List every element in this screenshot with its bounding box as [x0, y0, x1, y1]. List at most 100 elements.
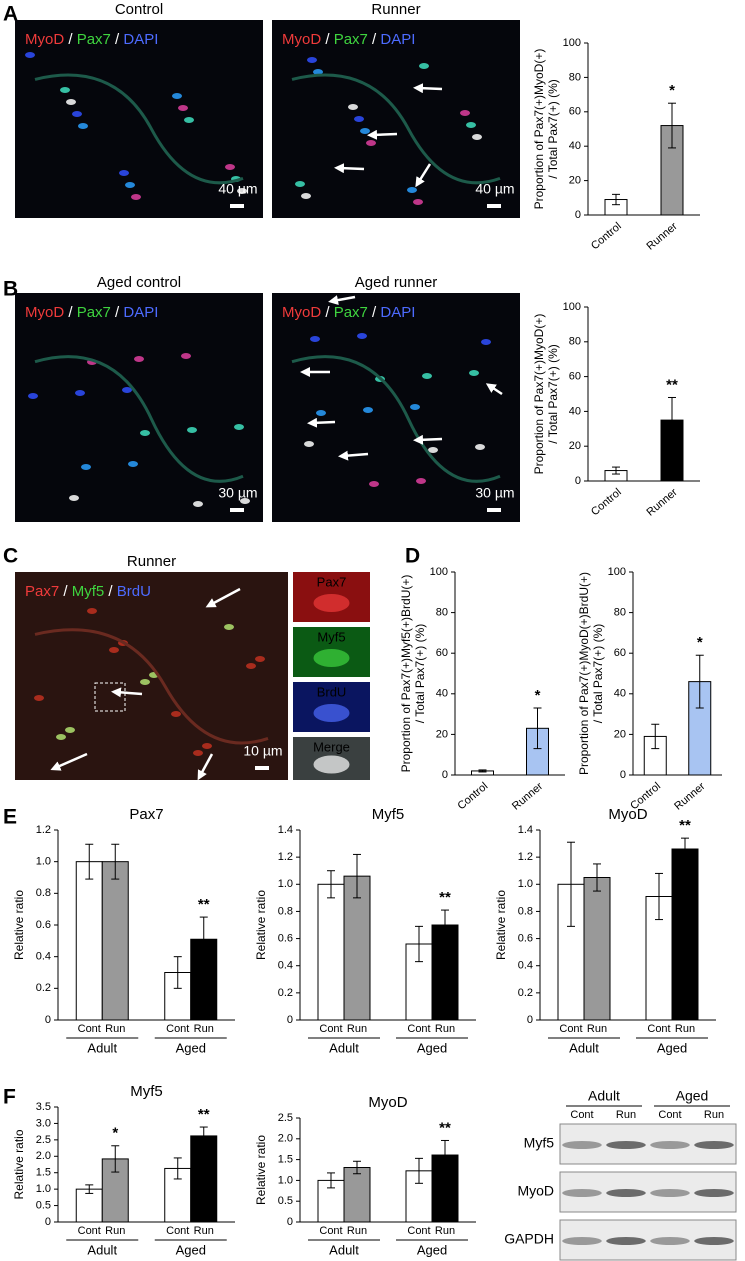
stain-part: / [368, 31, 381, 48]
blot-band [606, 1237, 646, 1245]
stain-part: DAPI [380, 31, 415, 48]
stain-label: MyoD / Pax7 / DAPI [25, 304, 158, 321]
image-title: Aged runner [355, 274, 438, 291]
inset-box [94, 682, 126, 712]
blot-band [606, 1141, 646, 1149]
y-tick-label: 0.2 [518, 987, 533, 999]
nucleus [366, 140, 376, 146]
blot-band [562, 1141, 602, 1149]
blot-band [650, 1237, 690, 1245]
nucleus [469, 370, 479, 376]
y-tick-label: 0.8 [36, 887, 51, 899]
arrow [338, 450, 369, 461]
bar-label: Cont [166, 1023, 189, 1035]
stain-part: / [111, 31, 124, 48]
bar-label: Cont [559, 1023, 582, 1035]
nucleus [87, 608, 97, 614]
y-tick-label: 80 [569, 71, 581, 83]
blot-group: Aged [676, 1088, 709, 1104]
y-tick-label: 40 [569, 405, 581, 417]
stain-part: / [64, 304, 77, 321]
arrow [50, 752, 88, 771]
bar-label: Cont [319, 1023, 342, 1035]
stain-part: Pax7 [334, 304, 368, 321]
nucleus [131, 194, 141, 200]
stain-label: MyoD / Pax7 / DAPI [282, 304, 415, 321]
significance: * [112, 1125, 118, 1142]
y-axis-label: / Total Pax7(+) (%) [591, 624, 605, 723]
y-tick-label: 1.0 [518, 878, 533, 890]
nucleus [307, 57, 317, 63]
blot-band [694, 1141, 734, 1149]
nucleus [416, 478, 426, 484]
arrow [307, 417, 336, 428]
significance: * [697, 634, 703, 651]
nucleus [246, 663, 256, 669]
x-tick-label: Adult [569, 1040, 599, 1055]
stain-part: DAPI [380, 304, 415, 321]
nucleus [310, 336, 320, 342]
blot-band [562, 1189, 602, 1197]
inset-cell [313, 704, 350, 722]
nucleus [225, 164, 235, 170]
inset-label: Pax7 [317, 574, 347, 589]
stain-part: Pax7 [77, 304, 111, 321]
significance: ** [666, 376, 678, 393]
y-tick-label: 1.0 [278, 878, 293, 890]
scale-label: 30 µm [218, 485, 257, 501]
bar-label: Cont [647, 1023, 670, 1035]
stain-part: MyoD [282, 304, 321, 321]
significance: ** [679, 817, 691, 834]
y-tick-label: 1.0 [278, 1174, 293, 1186]
chart-title: Myf5 [130, 1083, 163, 1100]
arrow [485, 383, 503, 396]
y-tick-label: 40 [436, 688, 448, 700]
x-tick-label: Adult [329, 1242, 359, 1257]
fiber-outline [34, 73, 244, 185]
nucleus [140, 679, 150, 685]
blot-label: MyoD [517, 1183, 554, 1199]
bar-label: Run [194, 1225, 214, 1237]
y-tick-label: 0.2 [278, 987, 293, 999]
stain-part: / [111, 304, 124, 321]
y-tick-label: 0 [287, 1216, 293, 1228]
inset-label: BrdU [317, 684, 347, 699]
y-axis-label: Proportion of Pax7(+)MyoD(+)BrdU(+) [577, 572, 591, 775]
fiber-outline [34, 628, 269, 745]
panel-letter: B [3, 278, 18, 301]
y-tick-label: 2.5 [278, 1112, 293, 1124]
blot-lane: Run [616, 1109, 636, 1121]
nucleus [109, 647, 119, 653]
blot-lane: Cont [658, 1109, 681, 1121]
fiber-outline [291, 355, 501, 483]
y-tick-label: 20 [436, 728, 448, 740]
y-tick-label: 3.5 [36, 1101, 51, 1113]
x-tick-label: Aged [417, 1040, 447, 1055]
bar [343, 1167, 371, 1223]
nucleus [119, 170, 129, 176]
bar [431, 924, 459, 1021]
y-tick-label: 1.2 [278, 851, 293, 863]
image-title: Aged control [97, 274, 181, 291]
nucleus [304, 441, 314, 447]
nucleus [224, 624, 234, 630]
nucleus [428, 447, 438, 453]
nucleus [72, 111, 82, 117]
nucleus [255, 656, 265, 662]
scale-bar [487, 508, 501, 512]
blot-band [562, 1237, 602, 1245]
y-tick-label: 0.4 [518, 960, 533, 972]
nucleus [134, 356, 144, 362]
image-title: Control [115, 1, 163, 18]
blot-group: Adult [588, 1088, 620, 1104]
x-tick-label: Adult [87, 1242, 117, 1257]
scale-bar [487, 204, 501, 208]
nucleus [28, 393, 38, 399]
nucleus [407, 187, 417, 193]
stain-label: Pax7 / Myf5 / BrdU [25, 583, 151, 600]
nucleus [481, 339, 491, 345]
y-tick-label: 1.0 [36, 856, 51, 868]
bar-label: Run [105, 1225, 125, 1237]
y-tick-label: 0 [45, 1014, 51, 1026]
x-tick-label: Adult [87, 1040, 117, 1055]
